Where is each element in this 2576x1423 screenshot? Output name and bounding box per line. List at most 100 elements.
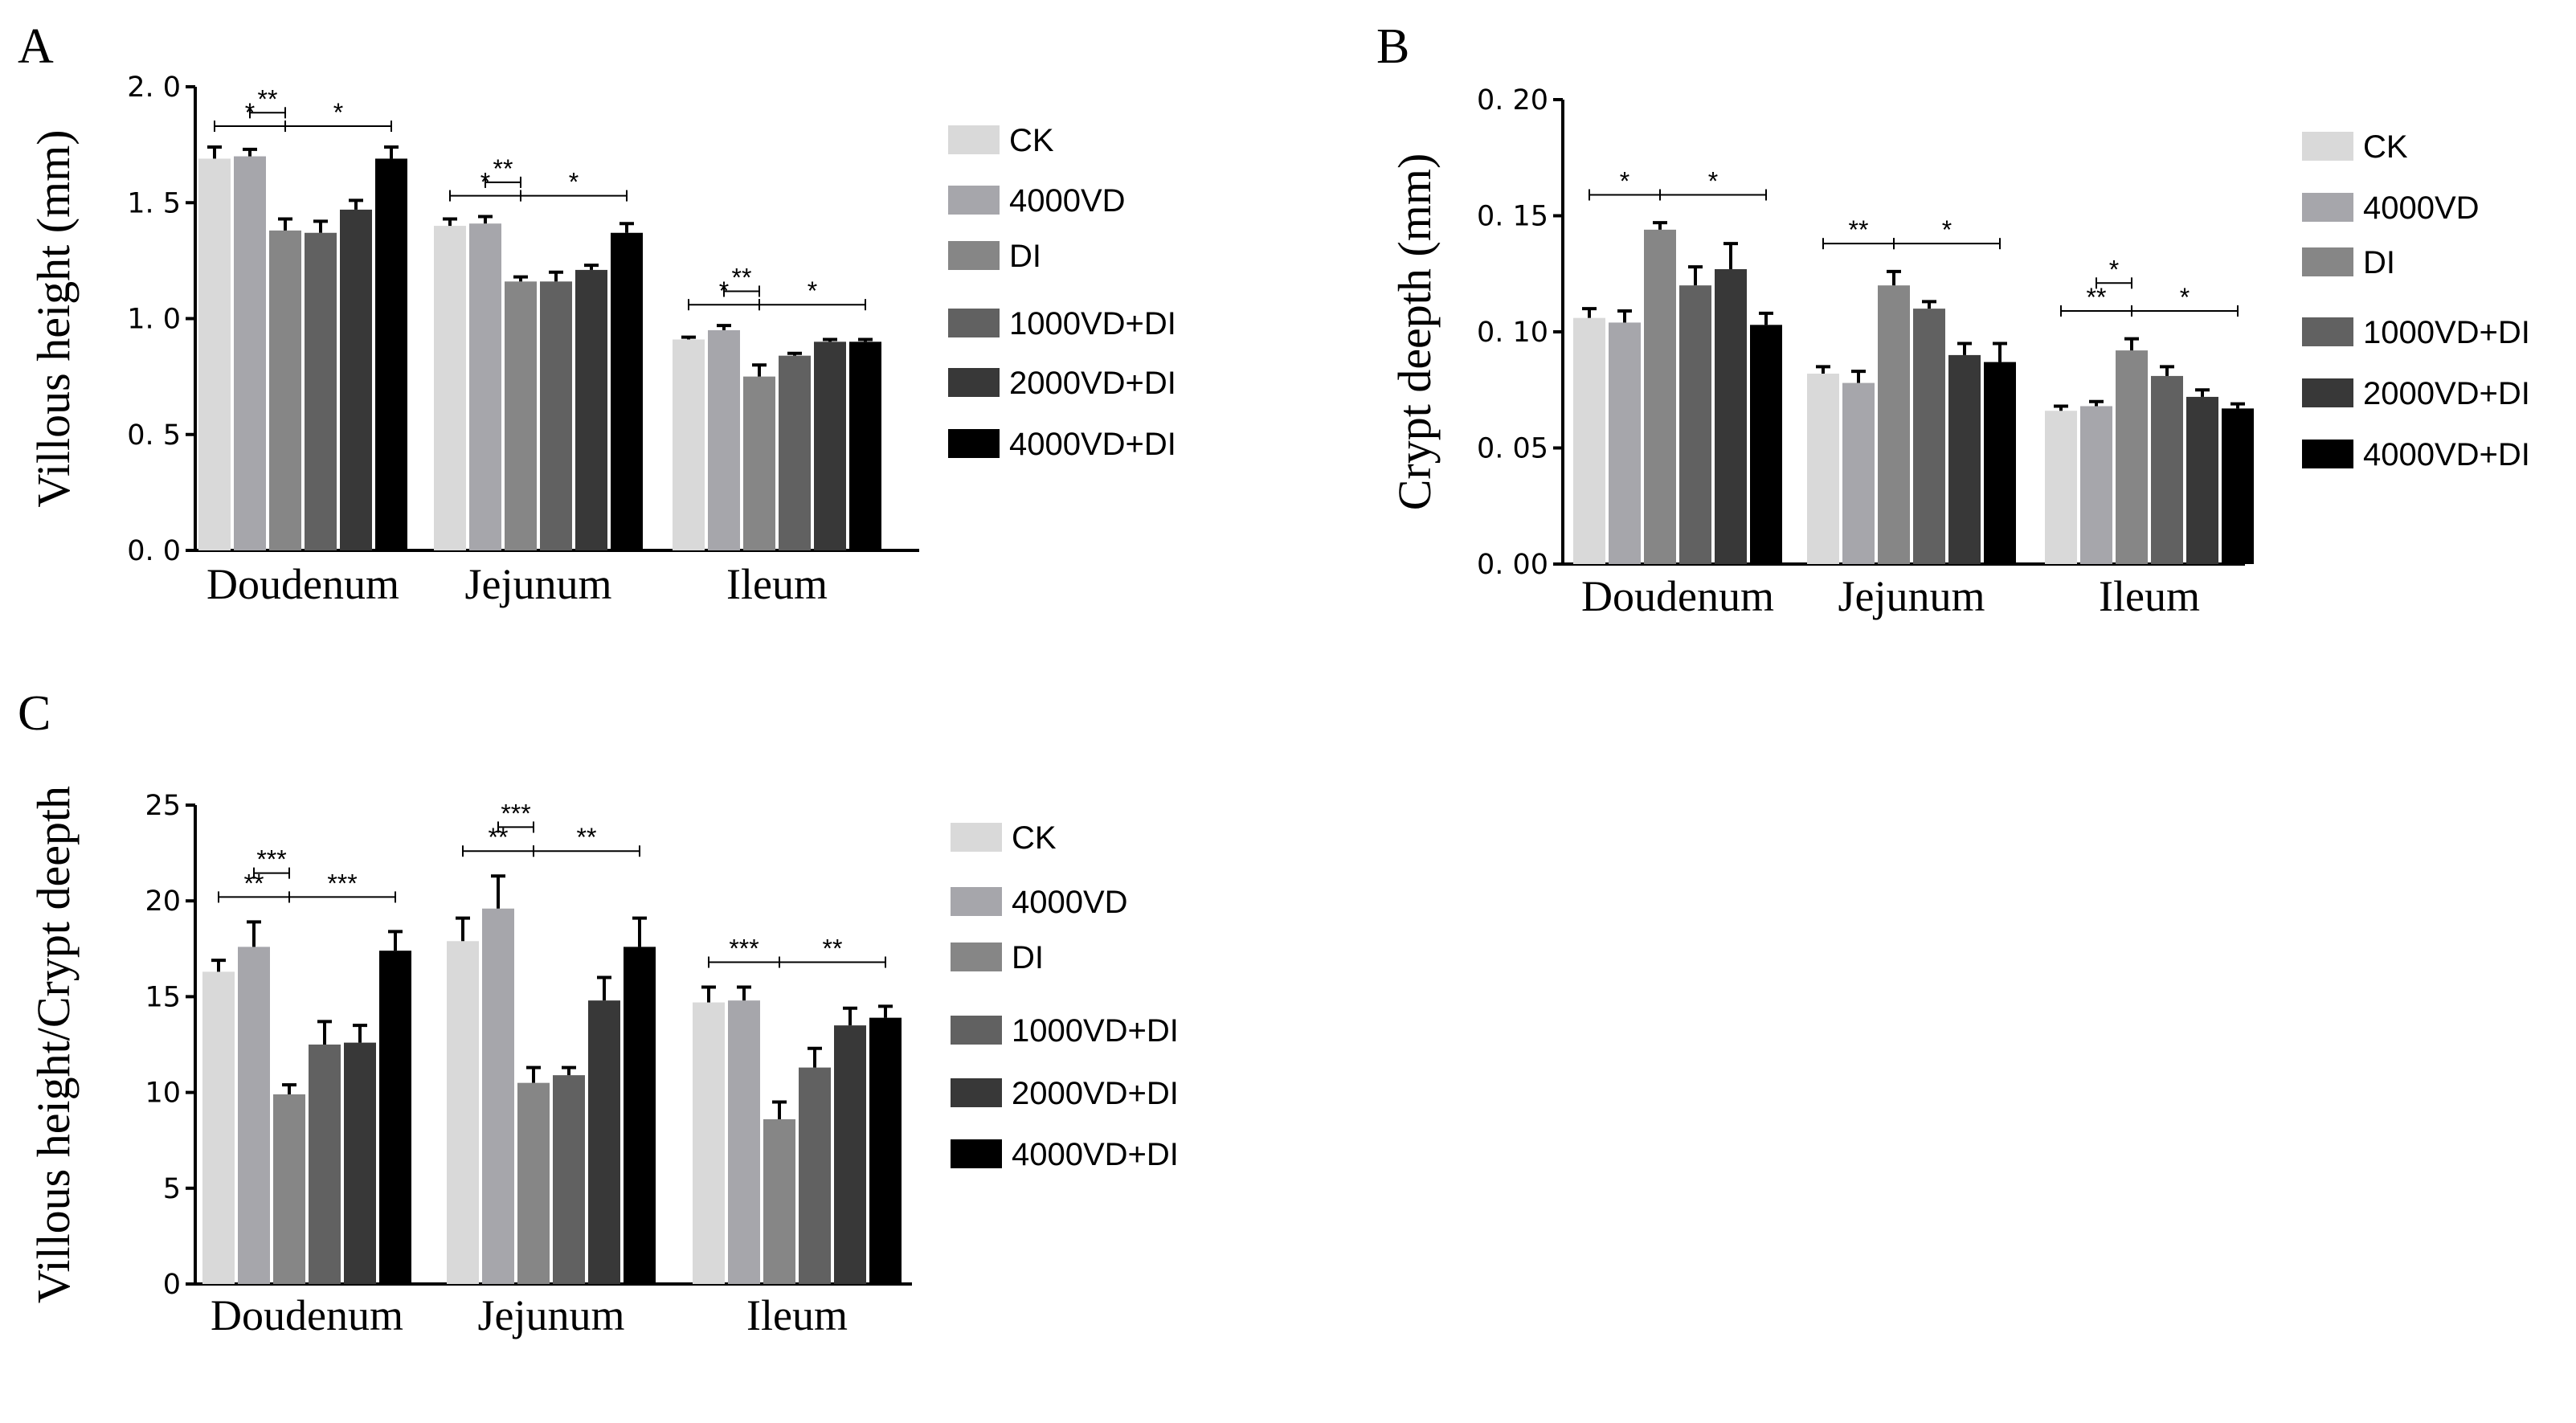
bar-C-2-5 [869, 1017, 902, 1284]
y-axis-title: Villous height/Crypt deepth [27, 786, 80, 1303]
legend-label: 4000VD+DI [1009, 427, 1176, 462]
legend-B: CK 4000VD DI 1000VD+DI 2000VD+DI 4000VD+DI [2302, 129, 2530, 472]
bar-A-1-2 [505, 281, 537, 550]
significance-label: *** [256, 845, 286, 874]
bar-B-1-4 [1948, 354, 1981, 564]
panel-letter: A [18, 19, 54, 74]
bar-B-0-2 [1644, 229, 1676, 564]
bar-B-1-2 [1878, 285, 1910, 564]
legend-swatch [2302, 193, 2353, 222]
bar-C-2-0 [693, 1002, 725, 1284]
bar-B-0-0 [1573, 317, 1605, 564]
bar-A-0-2 [269, 230, 301, 550]
bar-C-0-0 [202, 971, 235, 1284]
x-category-label: Ileum [746, 1291, 848, 1339]
legend-swatch [2302, 378, 2353, 407]
y-tick-label: 1. 0 [127, 304, 181, 336]
legend-label: DI [2363, 245, 2395, 280]
legend-label: DI [1012, 940, 1044, 975]
y-axis-title: Villous height (mm) [27, 129, 80, 507]
legend-label: 4000VD [2363, 190, 2480, 226]
bar-B-2-3 [2151, 375, 2183, 564]
bar-C-0-5 [379, 951, 411, 1284]
legend-A: CK 4000VD DI 1000VD+DI 2000VD+DI 4000VD+DI [948, 123, 1176, 462]
legend-label: 1000VD+DI [1009, 306, 1176, 341]
legend-label: 1000VD+DI [2363, 315, 2530, 350]
legend-C: CK 4000VD DI 1000VD+DI 2000VD+DI 4000VD+DI [951, 820, 1179, 1172]
significance-label: * [333, 98, 343, 127]
bar-C-1-2 [517, 1082, 550, 1284]
legend-label: 4000VD+DI [2363, 437, 2530, 472]
panel-letter: C [18, 686, 51, 741]
bar-A-2-1 [708, 329, 740, 550]
bar-A-2-3 [779, 355, 811, 550]
legend-swatch [951, 1139, 1002, 1168]
bar-B-1-0 [1807, 374, 1839, 564]
legend-swatch [2302, 317, 2353, 346]
bar-A-0-4 [340, 209, 372, 550]
chart-panel-C: C 0 5 10 15 20 25 Villous height/Crypt deepth Do… [18, 686, 1179, 1339]
bar-A-1-1 [469, 223, 501, 550]
legend-label: DI [1009, 239, 1041, 274]
legend-swatch [948, 186, 1000, 215]
y-tick-label: 0. 0 [127, 535, 181, 567]
x-category-label: Ileum [726, 560, 828, 608]
y-tick-label: 25 [145, 790, 181, 822]
bar-C-2-4 [834, 1025, 866, 1284]
x-category-label: Jejunum [465, 560, 612, 608]
y-tick-label: 20 [145, 885, 181, 918]
significance-label: *** [729, 934, 758, 963]
x-category-label: Doudenum [1581, 572, 1774, 620]
legend-label: 4000VD [1009, 183, 1126, 219]
y-tick-label: 0. 05 [1477, 433, 1548, 465]
legend-swatch [2302, 132, 2353, 161]
y-tick-label: 0 [163, 1269, 181, 1301]
chart-panel-A: A 0. 0 0. 5 1. 0 1. 5 2. 0 Villous height (mm)… [18, 19, 1176, 608]
bar-B-1-1 [1842, 382, 1875, 564]
significance-label: * [2109, 255, 2119, 284]
significance-label: * [1942, 215, 1952, 244]
y-tick-label: 0. 10 [1477, 317, 1548, 349]
significance-label: * [1708, 166, 1718, 195]
bar-A-0-1 [234, 156, 266, 551]
bar-A-0-3 [305, 232, 337, 550]
bar-A-0-0 [198, 158, 231, 550]
bar-A-2-5 [849, 341, 881, 550]
legend-label: 4000VD [1012, 885, 1128, 920]
bar-B-2-1 [2080, 406, 2112, 564]
bar-B-1-3 [1913, 309, 1945, 564]
bar-C-2-1 [728, 1000, 760, 1284]
significance-label: ** [1849, 215, 1869, 244]
bar-B-2-5 [2222, 408, 2254, 564]
bar-A-0-5 [375, 158, 407, 550]
significance-label: ** [823, 934, 843, 963]
significance-label: * [2180, 283, 2190, 312]
y-tick-label: 10 [145, 1077, 181, 1110]
bar-B-2-4 [2186, 396, 2218, 564]
legend-swatch [951, 943, 1002, 971]
bar-C-2-3 [799, 1067, 831, 1284]
legend-swatch [951, 1016, 1002, 1045]
bar-C-1-1 [482, 908, 514, 1284]
panel-letter: B [1376, 19, 1409, 74]
y-axis-title: Crypt deepth (mm) [1388, 153, 1441, 511]
legend-swatch [948, 309, 1000, 337]
bar-A-1-0 [434, 226, 466, 550]
bar-A-1-3 [540, 281, 572, 550]
significance-label: * [808, 276, 817, 305]
significance-label: ** [732, 263, 752, 292]
legend-swatch [951, 1078, 1002, 1107]
bar-A-2-2 [743, 376, 775, 550]
y-tick-label: 0. 20 [1477, 84, 1548, 117]
bar-B-1-5 [1984, 362, 2016, 564]
y-tick-label: 5 [163, 1173, 181, 1205]
bar-C-0-2 [273, 1094, 305, 1284]
legend-swatch [948, 241, 1000, 270]
legend-swatch [951, 823, 1002, 852]
significance-label: * [569, 168, 579, 197]
bar-B-0-3 [1679, 285, 1711, 564]
y-tick-label: 0. 5 [127, 419, 181, 452]
bar-A-1-4 [575, 269, 607, 550]
legend-swatch [948, 368, 1000, 397]
legend-label: CK [1009, 123, 1054, 158]
